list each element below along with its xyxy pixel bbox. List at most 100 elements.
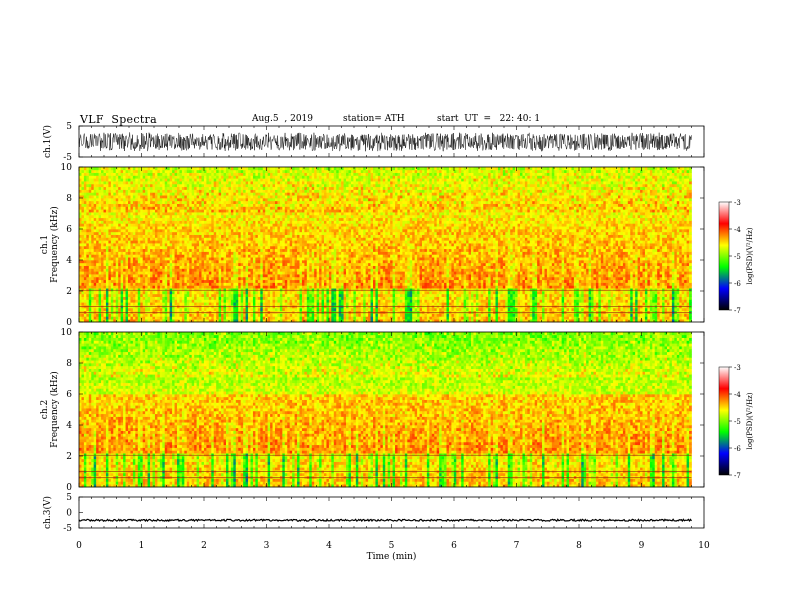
spectrogram-cell — [170, 175, 173, 178]
spectrogram-cell — [275, 167, 278, 170]
spectrogram-cell — [116, 308, 119, 311]
spectrogram-cell — [275, 299, 278, 302]
spectrogram-cell — [251, 229, 254, 232]
spectrogram-cell — [275, 209, 278, 212]
spectrogram-cell — [224, 257, 227, 260]
spectrogram-cell — [219, 232, 222, 235]
spectrogram-cell — [160, 181, 163, 184]
spectrogram-cell — [84, 299, 87, 302]
spectrogram-cell — [167, 263, 170, 266]
spectrogram-cell — [138, 288, 141, 291]
spectrogram-cell — [172, 201, 175, 204]
spectrogram-cell — [162, 209, 165, 212]
spectrogram-cell — [246, 314, 249, 317]
spectrogram-cell — [170, 181, 173, 184]
spectrogram-cell — [177, 184, 180, 187]
spectrogram-cell — [153, 218, 156, 221]
spectrogram-cell — [187, 218, 190, 221]
spectrogram-cell — [126, 263, 129, 266]
spectrogram-cell — [172, 240, 175, 243]
spectrogram-cell — [248, 314, 251, 317]
spectrogram-cell — [81, 246, 84, 249]
spectrogram-cell — [287, 285, 290, 288]
spectrogram-cell — [253, 254, 256, 257]
spectrogram-cell — [197, 291, 200, 294]
spectrogram-cell — [160, 266, 163, 269]
spectrogram-cell — [290, 195, 293, 198]
spectrogram-cell — [238, 297, 241, 300]
spectrogram-cell — [236, 190, 239, 193]
spectrogram-cell — [108, 249, 111, 252]
spectrogram-cell — [236, 167, 239, 170]
spectrogram-cell — [214, 175, 217, 178]
spectrogram-cell — [187, 260, 190, 263]
spectrogram-cell — [251, 226, 254, 229]
spectrogram-cell — [251, 198, 254, 201]
spectrogram-cell — [277, 274, 280, 277]
spectrogram-cell — [175, 285, 178, 288]
spectrogram-cell — [258, 229, 261, 232]
spectrogram-cell — [96, 249, 99, 252]
spectrogram-cell — [130, 170, 133, 173]
spectrogram-cell — [263, 294, 266, 297]
spectrogram-cell — [224, 201, 227, 204]
spectrogram-cell — [282, 257, 285, 260]
spectrogram-cell — [150, 274, 153, 277]
spectrogram-cell — [182, 271, 185, 274]
spectrogram-cell — [243, 237, 246, 240]
spectrogram-cell — [79, 215, 82, 218]
spectrogram-cell — [167, 252, 170, 255]
spectrogram-cell — [282, 249, 285, 252]
spectrogram-cell — [224, 184, 227, 187]
spectrogram-cell — [287, 291, 290, 294]
spectrogram-cell — [209, 226, 212, 229]
spectrogram-cell — [194, 181, 197, 184]
spectrogram-cell — [116, 201, 119, 204]
spectrogram-cell — [214, 218, 217, 221]
spectrogram-cell — [121, 170, 124, 173]
spectrogram-cell — [258, 237, 261, 240]
spectrogram-cell — [209, 308, 212, 311]
spectrogram-cell — [270, 285, 273, 288]
spectrogram-cell — [79, 229, 82, 232]
spectrogram-cell — [194, 280, 197, 283]
spectrogram-cell — [202, 190, 205, 193]
spectrogram-cell — [145, 212, 148, 215]
spectrogram-cell — [221, 252, 224, 255]
spectrogram-cell — [221, 285, 224, 288]
spectrogram-cell — [148, 223, 151, 226]
spectrogram-cell — [135, 229, 138, 232]
spectrogram-cell — [113, 243, 116, 246]
spectrogram-cell — [116, 170, 119, 173]
spectrogram-cell — [260, 314, 263, 317]
spectrogram-cell — [277, 173, 280, 176]
spectrogram-cell — [219, 302, 222, 305]
spectrogram-cell — [263, 316, 266, 319]
spectrogram-cell — [199, 288, 202, 291]
spectrogram-cell — [123, 249, 126, 252]
spectrogram-cell — [157, 181, 160, 184]
spectrogram-cell — [273, 223, 276, 226]
spectrogram-cell — [150, 277, 153, 280]
spectrogram-cell — [231, 249, 234, 252]
spectrogram-cell — [243, 173, 246, 176]
spectrogram-cell — [135, 263, 138, 266]
spectrogram-cell — [292, 167, 295, 170]
spectrogram-cell — [130, 260, 133, 263]
spectrogram-cell — [258, 302, 261, 305]
spectrogram-cell — [150, 221, 153, 224]
spectrogram-cell — [182, 274, 185, 277]
spectrogram-cell — [199, 299, 202, 302]
spectrogram-cell — [160, 285, 163, 288]
spectrogram-cell — [94, 294, 97, 297]
spectrogram-cell — [224, 204, 227, 207]
spectrogram-cell — [148, 299, 151, 302]
spectrogram-cell — [175, 223, 178, 226]
spectrogram-cell — [108, 299, 111, 302]
spectrogram-cell — [157, 175, 160, 178]
spectrogram-cell — [287, 229, 290, 232]
spectrogram-cell — [226, 243, 229, 246]
spectrogram-cell — [86, 268, 89, 271]
spectrogram-cell — [251, 184, 254, 187]
spectrogram-cell — [258, 173, 261, 176]
